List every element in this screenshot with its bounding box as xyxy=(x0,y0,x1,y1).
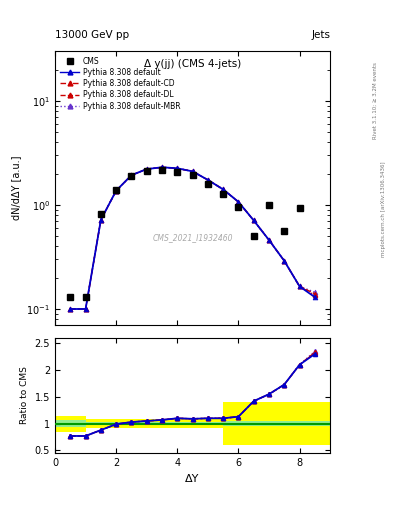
Text: Δ y(jj) (CMS 4-jets): Δ y(jj) (CMS 4-jets) xyxy=(144,59,241,70)
Text: Jets: Jets xyxy=(311,30,330,40)
Text: CMS_2021_I1932460: CMS_2021_I1932460 xyxy=(152,233,233,242)
Legend: CMS, Pythia 8.308 default, Pythia 8.308 default-CD, Pythia 8.308 default-DL, Pyt: CMS, Pythia 8.308 default, Pythia 8.308 … xyxy=(59,55,182,112)
Text: 13000 GeV pp: 13000 GeV pp xyxy=(55,30,129,40)
X-axis label: ΔY: ΔY xyxy=(185,474,200,483)
Y-axis label: dN/dΔY [a.u.]: dN/dΔY [a.u.] xyxy=(11,156,21,220)
Y-axis label: Ratio to CMS: Ratio to CMS xyxy=(20,367,29,424)
Text: mcplots.cern.ch [arXiv:1306.3436]: mcplots.cern.ch [arXiv:1306.3436] xyxy=(381,161,386,257)
Text: Rivet 3.1.10; ≥ 3.2M events: Rivet 3.1.10; ≥ 3.2M events xyxy=(373,62,378,139)
